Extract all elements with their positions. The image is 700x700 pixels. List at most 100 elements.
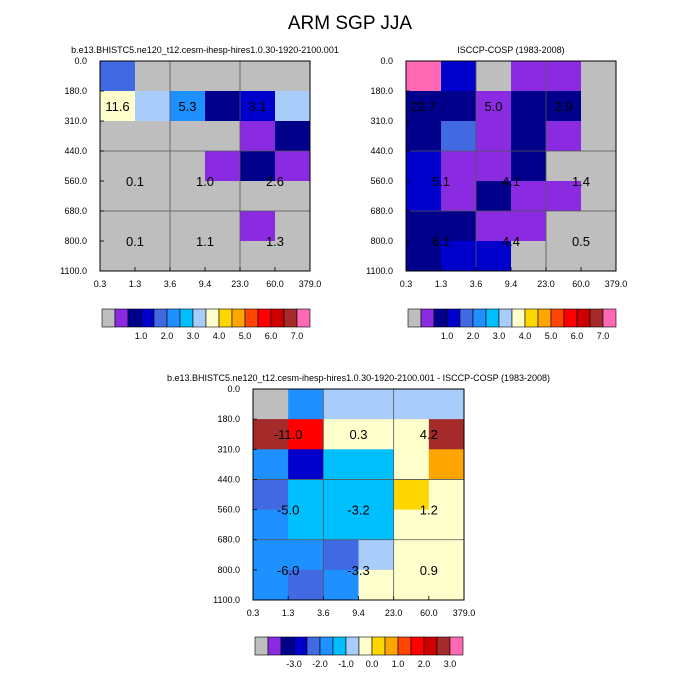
colorbar-box bbox=[410, 636, 425, 656]
heatmap-cell bbox=[358, 449, 395, 480]
heatmap-panel-difference: b.e13.BHISTC5.ne120_t12.cesm-ihesp-hires… bbox=[167, 373, 550, 669]
y-tick-label: 180.0 bbox=[64, 86, 87, 96]
heatmap-cell bbox=[205, 211, 241, 242]
colorbar-box bbox=[485, 308, 500, 328]
heatmap-cell bbox=[253, 449, 289, 480]
x-tick-label: 9.4 bbox=[199, 279, 212, 289]
y-tick-label: 310.0 bbox=[370, 116, 393, 126]
cell-value-label: 1.3 bbox=[266, 234, 284, 249]
y-tick-label: 680.0 bbox=[64, 206, 87, 216]
colorbar-box bbox=[319, 636, 334, 656]
cell-value-label: -3.3 bbox=[347, 563, 369, 578]
cell-value-label: -3.2 bbox=[347, 503, 369, 518]
heatmap-cell bbox=[135, 241, 171, 272]
colorbar-box bbox=[296, 308, 311, 328]
colorbar-label: 4.0 bbox=[519, 331, 532, 341]
heatmap-cell bbox=[476, 211, 512, 242]
heatmap-cell bbox=[100, 211, 136, 242]
colorbar-label: 2.0 bbox=[161, 331, 174, 341]
heatmap-cell bbox=[441, 121, 477, 152]
colorbar-box bbox=[244, 308, 259, 328]
x-tick-label: 3.6 bbox=[164, 279, 177, 289]
heatmap-cell bbox=[323, 419, 359, 450]
heatmap-cell bbox=[288, 539, 324, 571]
heatmap-cell bbox=[546, 211, 582, 242]
colorbar-label: 5.0 bbox=[545, 331, 558, 341]
heatmap-cell bbox=[275, 61, 311, 92]
heatmap-cell bbox=[170, 91, 206, 122]
cell-value-label: 0.1 bbox=[126, 174, 144, 189]
x-tick-label: 379.0 bbox=[453, 608, 476, 618]
heatmap-cell bbox=[205, 181, 241, 212]
heatmap-cell bbox=[511, 181, 547, 212]
heatmap-cell bbox=[275, 91, 311, 122]
heatmap-cell bbox=[476, 151, 512, 182]
heatmap-cell bbox=[428, 449, 465, 480]
cell-value-label: 0.3 bbox=[349, 427, 367, 442]
page-title: ARM SGP JJA bbox=[288, 13, 413, 34]
heatmap-cell bbox=[170, 181, 206, 212]
colorbar-box bbox=[127, 308, 142, 328]
colorbar-label: 3.0 bbox=[444, 659, 457, 669]
heatmap-cell bbox=[100, 181, 136, 212]
heatmap-cell bbox=[100, 91, 136, 122]
panel-title: b.e13.BHISTC5.ne120_t12.cesm-ihesp-hires… bbox=[167, 373, 550, 383]
heatmap-cell bbox=[135, 121, 171, 152]
x-tick-label: 60.0 bbox=[420, 608, 438, 618]
colorbar-label: 3.0 bbox=[493, 331, 506, 341]
heatmap-cell bbox=[170, 241, 206, 272]
heatmap-cell bbox=[406, 241, 442, 272]
heatmap-cell bbox=[428, 479, 465, 510]
heatmap-cell bbox=[476, 91, 512, 122]
colorbar-box bbox=[537, 308, 552, 328]
colorbar-box bbox=[550, 308, 565, 328]
cell-value-label: 11.6 bbox=[105, 99, 129, 114]
heatmap-cell bbox=[428, 389, 465, 420]
heatmap-cell bbox=[428, 419, 465, 450]
x-tick-label: 3.6 bbox=[317, 608, 330, 618]
heatmap-panel-model: b.e13.BHISTC5.ne120_t12.cesm-ihesp-hires… bbox=[60, 45, 339, 341]
heatmap-cell bbox=[358, 539, 395, 571]
y-tick-label: 440.0 bbox=[217, 474, 240, 484]
heatmap-cell bbox=[205, 241, 241, 272]
cell-value-label: 1.1 bbox=[196, 234, 214, 249]
heatmap-cell bbox=[275, 241, 311, 272]
y-tick-label: 180.0 bbox=[217, 414, 240, 424]
heatmap-cell bbox=[393, 509, 430, 541]
heatmap-cell bbox=[406, 61, 442, 92]
heatmap-cell bbox=[275, 121, 311, 152]
heatmap-cell bbox=[406, 121, 442, 152]
y-tick-label: 0.0 bbox=[227, 384, 240, 394]
heatmap-cell bbox=[546, 151, 582, 182]
heatmap-cell bbox=[358, 569, 395, 601]
heatmap-cell bbox=[546, 181, 582, 212]
colorbar-label: -1.0 bbox=[338, 659, 354, 669]
heatmap-cell bbox=[441, 211, 477, 242]
colorbar-box bbox=[407, 308, 422, 328]
heatmap-cell bbox=[135, 181, 171, 212]
cell-value-label: -11.0 bbox=[274, 427, 303, 442]
x-tick-label: 60.0 bbox=[266, 279, 284, 289]
cell-value-label: 1.4 bbox=[572, 174, 590, 189]
heatmap-cell bbox=[511, 61, 547, 92]
colorbar-label: 7.0 bbox=[291, 331, 304, 341]
colorbar-box bbox=[280, 636, 295, 656]
colorbar-box bbox=[472, 308, 487, 328]
panel-title: b.e13.BHISTC5.ne120_t12.cesm-ihesp-hires… bbox=[71, 45, 339, 55]
colorbar-label: -2.0 bbox=[312, 659, 328, 669]
colorbar-box bbox=[436, 636, 451, 656]
heatmap-cell bbox=[546, 241, 582, 272]
colorbar-label: 2.0 bbox=[418, 659, 431, 669]
colorbar-box bbox=[576, 308, 591, 328]
heatmap-cell bbox=[441, 151, 477, 182]
colorbar-box bbox=[218, 308, 233, 328]
heatmap-cell bbox=[428, 539, 465, 571]
colorbar-box bbox=[257, 308, 272, 328]
heatmap-cell bbox=[288, 509, 324, 541]
colorbar-label: 1.0 bbox=[441, 331, 454, 341]
heatmap-cell bbox=[100, 61, 136, 92]
heatmap-cell bbox=[240, 211, 276, 242]
colorbar-label: 6.0 bbox=[265, 331, 278, 341]
heatmap-cell bbox=[476, 241, 512, 272]
heatmap-cell bbox=[135, 91, 171, 122]
